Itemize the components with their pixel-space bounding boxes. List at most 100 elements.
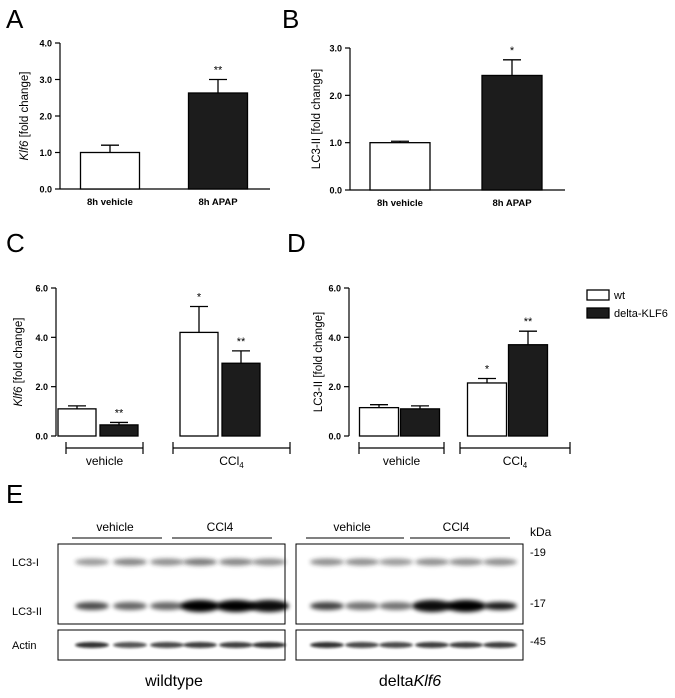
panel-letter-d: D: [287, 228, 306, 258]
panel-a-xtick-label-0: 8h vehicle: [87, 197, 133, 208]
panel-letter-a: A: [6, 4, 24, 34]
blot-band-actin-0-3: [183, 642, 217, 648]
panel-d-series-1-group-0-bar: [399, 408, 441, 437]
blot-marker-17: -17: [530, 598, 546, 610]
blot-band-actin-0-5: [252, 642, 286, 648]
blot-band-lc3-i-1-0: [310, 558, 344, 566]
blot-band-lc3-ii-1-4: [446, 600, 486, 612]
blot-band-actin-0-0: [75, 642, 109, 648]
blot-caption-wildtype: wildtype: [144, 673, 203, 690]
blot-band-actin-0-2: [150, 642, 184, 648]
panel-a-cat-1-significance: **: [214, 65, 223, 77]
panel-a-cat-1-bar: [187, 92, 249, 190]
legend-swatch-wt: [586, 289, 610, 301]
panel-b-ytick-label-3: 3.0: [329, 44, 342, 54]
legend-swatch-delta: [586, 307, 610, 319]
blot-row-label-lc3-i: LC3-I: [12, 557, 39, 569]
panel-c-series-1-group-1-significance: **: [237, 336, 246, 348]
legend-label-wt: wt: [613, 290, 625, 302]
blot-band-lc3-i-0-5: [252, 558, 286, 566]
blot-band-lc3-ii-1-0: [310, 602, 344, 610]
panel-c-ytick-label-0: 0.0: [35, 432, 48, 442]
panel-a-cat-0-bar: [79, 151, 141, 190]
panel-c-group-label-0: vehicle: [86, 454, 124, 468]
panel-c-series-0-group-1-bar: [179, 331, 219, 437]
panel-d-ylabel: LC3-II [fold change]: [313, 312, 325, 412]
blot-band-lc3-ii-0-1: [113, 602, 147, 610]
legend-label-delta: delta-KLF6: [614, 308, 668, 320]
panel-b-ylabel: LC3-II [fold change]: [311, 69, 323, 169]
panel-b-ytick-label-1: 1.0: [329, 138, 342, 148]
blot-band-lc3-ii-0-3: [180, 600, 220, 612]
panel-b-xtick-label-0: 8h vehicle: [377, 198, 423, 209]
panel-letter-c: C: [6, 228, 25, 258]
blot-band-lc3-i-1-4: [449, 558, 483, 566]
blot-kda-label: kDa: [530, 525, 552, 539]
panel-b-cat-1-significance: *: [510, 45, 515, 57]
panel-a-ylabel: Klf6 [fold change]: [19, 72, 31, 161]
blot-band-actin-1-2: [379, 642, 413, 648]
blot-band-lc3-i-1-3: [415, 558, 449, 566]
panel-b-cat-0-bar: [369, 142, 431, 191]
panel-letter-b: B: [282, 4, 299, 34]
blot-ko-label-ccl4: CCl4: [443, 520, 470, 534]
blot-band-lc3-i-1-1: [345, 558, 379, 566]
blot-band-lc3-i-0-4: [219, 558, 253, 566]
blot-marker-45: -45: [530, 636, 546, 648]
blot-band-lc3-ii-0-2: [150, 602, 184, 610]
panel-d-series-1-group-1-significance: **: [524, 316, 533, 328]
blot-row-label-actin: Actin: [12, 640, 36, 652]
blot-band-lc3-ii-1-3: [412, 600, 452, 612]
panel-a-ytick-label-1: 1.0: [39, 148, 52, 158]
blot-band-lc3-ii-0-4: [216, 600, 256, 612]
panel-b-ytick-label-0: 0.0: [329, 186, 342, 196]
blot-band-lc3-i-0-3: [183, 558, 217, 566]
blot-band-lc3-i-1-2: [379, 558, 413, 566]
panel-d-series-0-group-1-significance: *: [485, 364, 490, 376]
panel-c-series-1-group-0-significance: **: [115, 407, 124, 419]
blot-band-actin-1-4: [449, 642, 483, 648]
panel-letter-e: E: [6, 479, 23, 509]
blot-band-lc3-i-1-5: [483, 558, 517, 566]
blot-band-actin-0-1: [113, 642, 147, 648]
blot-band-actin-1-5: [483, 642, 517, 648]
panel-c-series-1-group-1-bar: [221, 362, 261, 437]
panel-d-ytick-label-2: 4.0: [328, 333, 341, 343]
blot-ko-lc3-box: [295, 543, 524, 625]
blot-ko-label-vehicle: vehicle: [333, 520, 371, 534]
western-blot: vehicle CCl4 vehicle CCl4 kDa LC3-I LC3-…: [12, 520, 552, 690]
blot-marker-19: -19: [530, 547, 546, 559]
blot-band-actin-0-4: [219, 642, 253, 648]
panel-d-ytick-label-3: 6.0: [328, 284, 341, 294]
blot-band-lc3-i-0-0: [75, 558, 109, 566]
panel-c-ytick-label-1: 2.0: [35, 382, 48, 392]
panel-a-ytick-label-0: 0.0: [39, 185, 52, 195]
chart-panel-a: 0.0 1.0 2.0 3.0 4.0 Klf6 [fold change] 8h vehi…: [19, 39, 270, 208]
blot-bands: [75, 558, 517, 648]
blot-band-lc3-ii-1-1: [345, 602, 379, 610]
blot-band-actin-1-3: [415, 642, 449, 648]
panel-b-cat-1-bar: [481, 74, 543, 191]
blot-caption-delta: deltaKlf6: [379, 673, 441, 690]
panel-c-ytick-label-2: 4.0: [35, 333, 48, 343]
panel-d-series-0-group-1-bar: [466, 382, 508, 437]
panel-b-xtick-label-1: 8h APAP: [492, 198, 532, 209]
blot-wt-lc3-box: [57, 543, 286, 625]
blot-wt-label-vehicle: vehicle: [96, 520, 134, 534]
legend: wt delta-KLF6: [586, 289, 668, 320]
panel-c-ylabel: Klf6 [fold change]: [13, 318, 25, 407]
blot-band-lc3-i-0-1: [113, 558, 147, 566]
blot-band-lc3-ii-0-0: [75, 602, 109, 610]
panel-c-group-label-1: CCl4: [219, 454, 244, 470]
panel-c-series-0-group-0-bar: [57, 408, 97, 437]
panel-c-series-0-group-1-significance: *: [197, 292, 202, 304]
panel-d-series-1-group-1-bar: [507, 344, 549, 437]
blot-row-label-lc3-ii: LC3-II: [12, 606, 42, 618]
panel-a-ytick-label-4: 4.0: [39, 39, 52, 49]
blot-band-lc3-ii-1-2: [379, 602, 413, 610]
blot-band-actin-1-1: [345, 642, 379, 648]
panel-d-group-label-1: CCl4: [503, 454, 528, 470]
